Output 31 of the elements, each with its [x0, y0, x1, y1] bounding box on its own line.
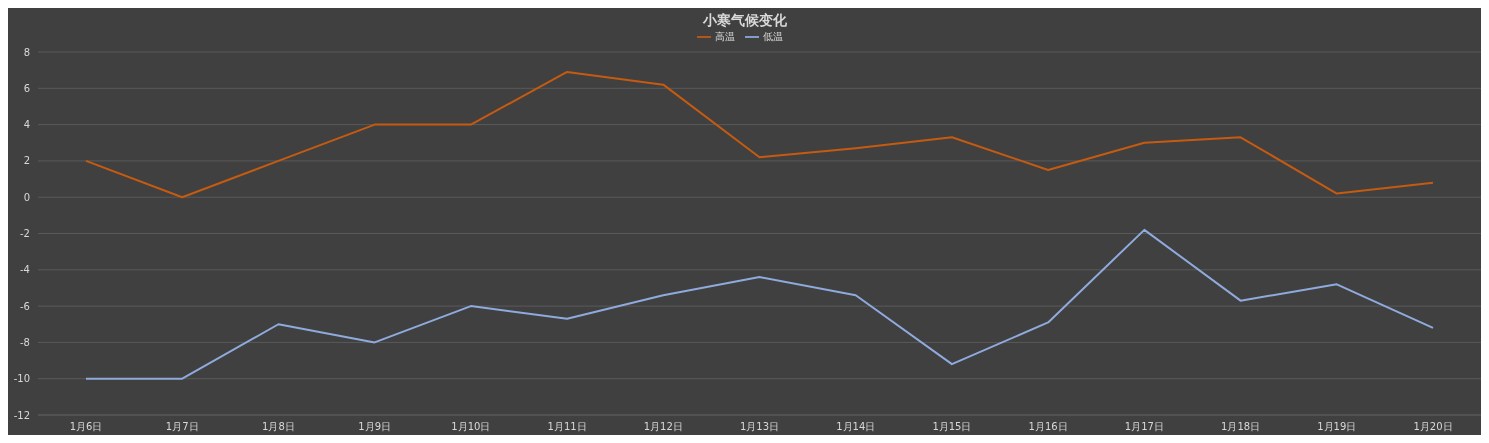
- y-tick-label: 2: [23, 155, 30, 167]
- y-tick-label: -6: [20, 300, 30, 312]
- x-tick-label: 1月20日: [1413, 421, 1453, 433]
- x-tick-label: 1月13日: [739, 421, 780, 433]
- y-tick-label: -2: [20, 228, 30, 240]
- x-tick-label: 1月18日: [1221, 421, 1261, 433]
- x-tick-label: 1月7日: [165, 421, 199, 433]
- x-tick-label: 1月14日: [836, 421, 876, 433]
- x-tick-label: 1月16日: [1028, 421, 1068, 433]
- legend-label: 高温: [714, 31, 735, 42]
- x-tick-label: 1月17日: [1124, 421, 1164, 433]
- x-tick-label: 1月19日: [1317, 421, 1357, 433]
- y-tick-label: -12: [13, 409, 30, 421]
- x-tick-label: 1月15日: [932, 421, 972, 433]
- line-series: [85, 228, 1434, 380]
- y-tick-label: 0: [23, 191, 30, 203]
- y-tick-label: -10: [13, 373, 30, 385]
- y-tick-label: -4: [20, 264, 30, 276]
- x-tick-label: 1月10日: [451, 421, 491, 433]
- x-tick-label: 1月9日: [358, 421, 392, 433]
- chart-title: 小寒气候变化: [701, 12, 788, 30]
- y-tick-label: -8: [20, 336, 30, 348]
- legend-label: 低温: [762, 31, 783, 42]
- x-tick-label: 1月8日: [262, 421, 295, 433]
- x-tick-label: 1月12日: [643, 421, 683, 433]
- y-tick-label: 6: [23, 82, 30, 94]
- line-series: [85, 70, 1434, 199]
- x-tick-label: 1月6日: [69, 421, 103, 433]
- y-tick-label: 4: [23, 119, 30, 131]
- y-tick-label: 8: [23, 46, 30, 58]
- x-tick-label: 1月11日: [547, 421, 587, 433]
